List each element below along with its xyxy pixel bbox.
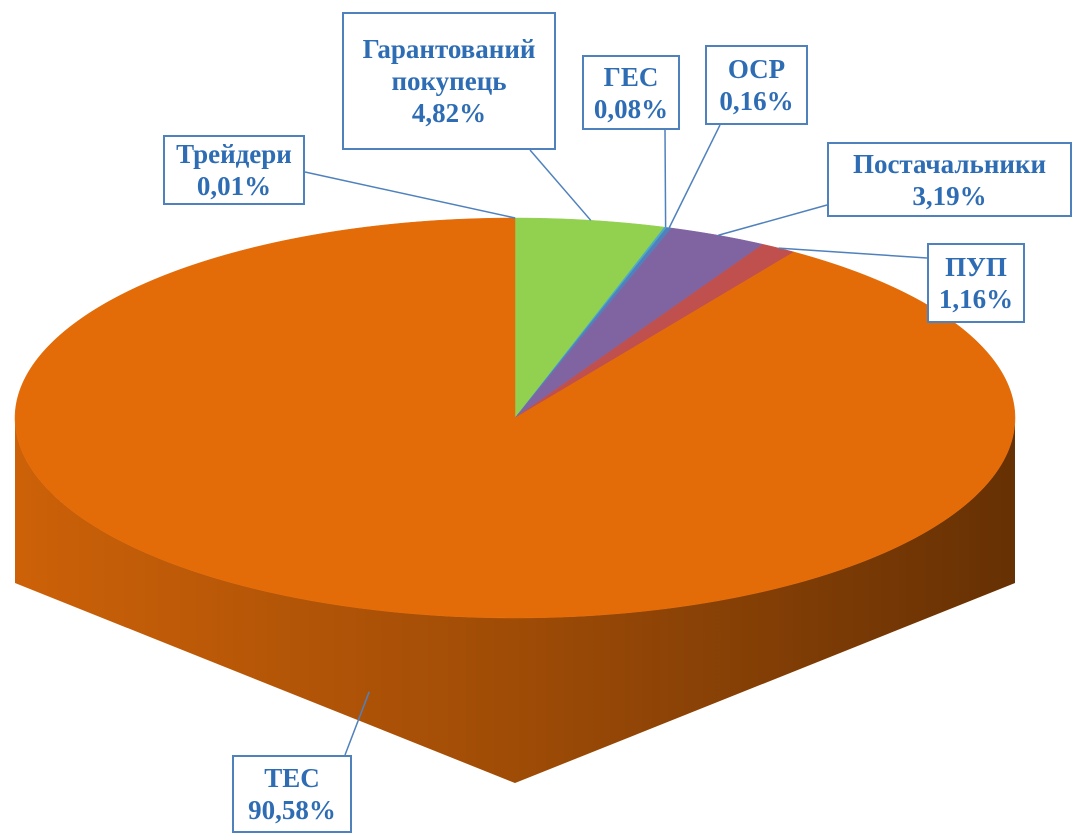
data-label: Трейдери 0,01% bbox=[163, 135, 305, 205]
leader-line bbox=[778, 247, 928, 259]
category-label: Гарантований покупець bbox=[362, 34, 536, 96]
category-label: Постачальники bbox=[852, 148, 1047, 179]
category-label: Трейдери bbox=[176, 139, 292, 169]
data-label: ТЕС 90,58% bbox=[232, 755, 352, 833]
data-label: Гарантований покупець 4,82% bbox=[342, 12, 556, 150]
slice bbox=[14, 217, 1016, 619]
category-label: ТЕС bbox=[264, 763, 320, 793]
data-label: ОСР 0,16% bbox=[705, 45, 808, 125]
leader-line bbox=[529, 149, 592, 221]
leader-line bbox=[304, 171, 516, 219]
leader-line bbox=[718, 204, 828, 237]
leader-line bbox=[668, 124, 721, 229]
leader-line bbox=[344, 691, 370, 756]
value-label: 3,19% bbox=[912, 180, 987, 211]
value-label: 0,08% bbox=[593, 93, 669, 124]
category-label: ОСР bbox=[727, 54, 786, 84]
value-label: 4,82% bbox=[411, 98, 487, 128]
value-label: 0,16% bbox=[719, 86, 794, 116]
slice bbox=[514, 227, 764, 419]
data-label: ПУП 1,16% bbox=[927, 243, 1025, 323]
value-label: 1,16% bbox=[938, 284, 1014, 314]
leader-line bbox=[664, 129, 667, 228]
category-label: ГЕС bbox=[603, 61, 659, 92]
value-label: 90,58% bbox=[248, 795, 336, 825]
value-label: 0,01% bbox=[196, 171, 272, 201]
category-label: ПУП bbox=[945, 252, 1007, 282]
data-label: Постачальники 3,19% bbox=[827, 142, 1072, 217]
data-label: ГЕС 0,08% bbox=[582, 55, 680, 130]
slice-side-shade bbox=[15, 418, 1015, 783]
